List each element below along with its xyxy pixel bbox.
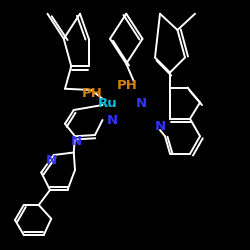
Text: N: N — [46, 154, 57, 166]
Text: N: N — [71, 135, 82, 148]
Text: PH: PH — [82, 87, 103, 100]
Text: PH: PH — [117, 78, 138, 92]
Text: N: N — [154, 120, 166, 133]
Text: N: N — [107, 114, 118, 126]
Text: N: N — [136, 97, 147, 110]
Text: Ru: Ru — [98, 97, 117, 110]
